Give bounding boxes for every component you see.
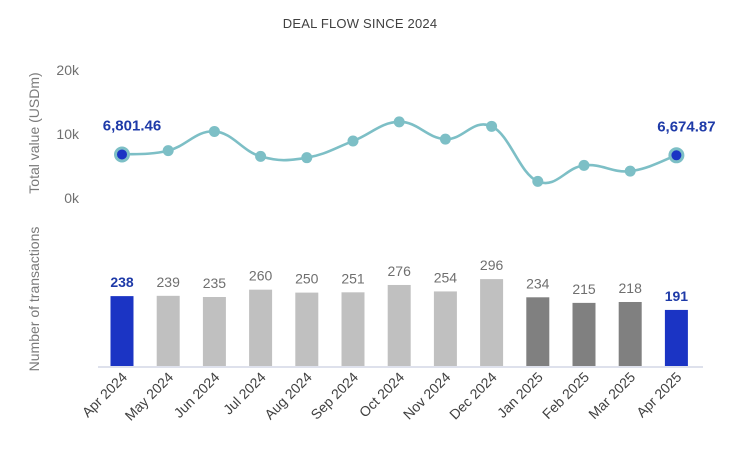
bar-value-label: 250 xyxy=(295,271,319,287)
bar xyxy=(618,301,642,366)
bar xyxy=(572,302,596,366)
bar-value-label: 296 xyxy=(480,257,504,273)
bar xyxy=(110,296,134,366)
bar-value-label: 260 xyxy=(249,268,273,284)
bar xyxy=(433,291,457,366)
bar xyxy=(295,292,319,366)
line-point-highlight xyxy=(114,146,130,163)
value-series-line xyxy=(121,120,677,185)
bar-value-label: 234 xyxy=(526,275,550,291)
bar-value-label: 218 xyxy=(619,280,643,296)
bar-value-label: 191 xyxy=(665,288,689,304)
line-y-tick-label: 20k xyxy=(56,62,80,78)
line-y-tick-label: 0k xyxy=(64,190,80,206)
line-point xyxy=(532,175,544,187)
bar-value-label: 239 xyxy=(157,274,181,290)
line-point xyxy=(301,152,313,164)
line-point xyxy=(624,165,636,177)
x-tick-label: Aug 2024 xyxy=(261,369,315,423)
line-point xyxy=(393,116,405,128)
x-tick-label: Dec 2024 xyxy=(446,369,500,423)
bar-value-label: 215 xyxy=(572,281,596,297)
line-point xyxy=(486,120,498,132)
line-point xyxy=(162,145,174,157)
chart-title: DEAL FLOW SINCE 2024 xyxy=(283,16,438,31)
x-tick-label: Jan 2025 xyxy=(494,369,546,421)
x-tick-label: Apr 2025 xyxy=(633,369,685,421)
markers-group xyxy=(114,116,685,187)
line-point xyxy=(578,159,590,171)
x-tick-label: Sep 2024 xyxy=(307,369,361,423)
line-value-label: 6,801.46 xyxy=(103,117,161,134)
x-tick-label: Mar 2025 xyxy=(585,369,638,422)
x-tick-label: Oct 2024 xyxy=(356,369,408,421)
line-point-highlight xyxy=(668,147,685,164)
line-y-axis-title: Total value (USDm) xyxy=(26,72,42,193)
line-value-label: 6,674.87 xyxy=(657,118,715,135)
line-labels-group: 6,801.46 6,674.87 xyxy=(103,117,716,135)
bar xyxy=(249,289,273,366)
bar-labels-group: 238 239 235 260 250 251 276 254 296 234 215 218 191 xyxy=(110,257,688,304)
line-point xyxy=(439,133,451,145)
bar-value-label: 254 xyxy=(434,269,458,285)
bar xyxy=(480,279,504,366)
bar xyxy=(202,297,226,366)
bar-value-label: 235 xyxy=(203,275,227,291)
line-y-ticks: 20k 10k 0k xyxy=(56,62,80,206)
bar-value-label: 276 xyxy=(388,263,412,279)
line-point xyxy=(208,125,220,137)
line-y-tick-label: 10k xyxy=(56,126,80,142)
line-point xyxy=(255,150,267,162)
bar-y-axis-title: Number of transactions xyxy=(26,227,42,372)
bar xyxy=(341,292,365,366)
bar xyxy=(387,284,411,366)
bar xyxy=(526,297,550,366)
bar xyxy=(156,295,180,366)
bar xyxy=(664,309,688,366)
line-point xyxy=(347,135,359,147)
bars-group xyxy=(110,279,688,366)
bar-value-label: 238 xyxy=(110,274,134,290)
x-tick-label: May 2024 xyxy=(122,369,177,424)
x-tick-label: Jun 2024 xyxy=(170,369,222,421)
bar-value-label: 251 xyxy=(341,270,365,286)
x-tick-label: Nov 2024 xyxy=(400,369,454,423)
x-tick-label: Feb 2025 xyxy=(539,369,592,422)
